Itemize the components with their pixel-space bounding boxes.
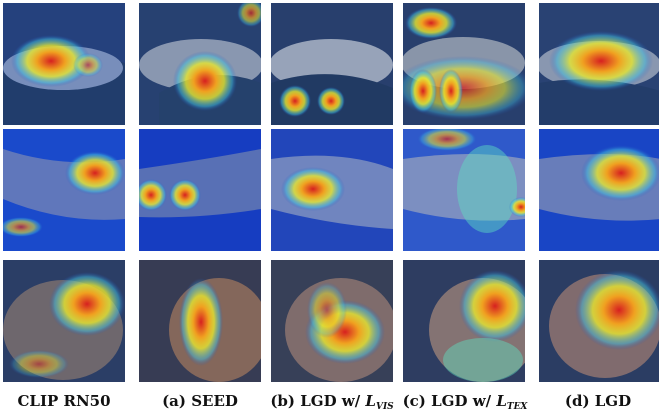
heatmap-fish-clip	[3, 3, 125, 125]
caption-text: CLIP RN50	[17, 392, 111, 410]
heatmap-grid	[3, 3, 659, 382]
heatmap-dog-ltex	[403, 260, 525, 382]
heatmap-shark-seed	[139, 129, 261, 251]
heatmap-fish-lgd	[539, 3, 659, 125]
heatmap-fish-lvis	[271, 3, 393, 125]
heatmap-shark-lvis	[271, 129, 393, 251]
caption-subscript: VIS	[375, 402, 394, 412]
heatmap-dog-seed	[139, 260, 261, 382]
caption-text: (d) LGD	[564, 392, 632, 410]
caption-text: (c) LGD w/	[402, 392, 497, 410]
heatmap-fish-seed	[139, 3, 261, 125]
heatmap-fish-ltex	[403, 3, 525, 125]
heatmap-dog-lgd	[539, 260, 659, 382]
caption-text: (a) SEED	[162, 392, 238, 410]
caption-lgd: (d) LGD	[539, 388, 657, 414]
heatmap-dog-lvis	[271, 260, 393, 382]
heatmap-dog-clip	[3, 260, 125, 382]
caption-math: L	[365, 392, 376, 410]
caption-seed: (a) SEED	[139, 388, 261, 414]
heatmap-shark-lgd	[539, 129, 659, 251]
caption-subscript: TEX	[506, 402, 528, 412]
caption-clip-rn50: CLIP RN50	[3, 388, 125, 414]
caption-lgd-lvis: (b) LGD w/ LVIS	[265, 388, 399, 414]
heatmap-shark-ltex	[403, 129, 525, 251]
caption-text: (b) LGD w/	[270, 392, 366, 410]
heatmap-shark-clip	[3, 129, 125, 251]
caption-lgd-ltex: (c) LGD w/ LTEX	[397, 388, 533, 414]
caption-math: L	[496, 392, 507, 410]
